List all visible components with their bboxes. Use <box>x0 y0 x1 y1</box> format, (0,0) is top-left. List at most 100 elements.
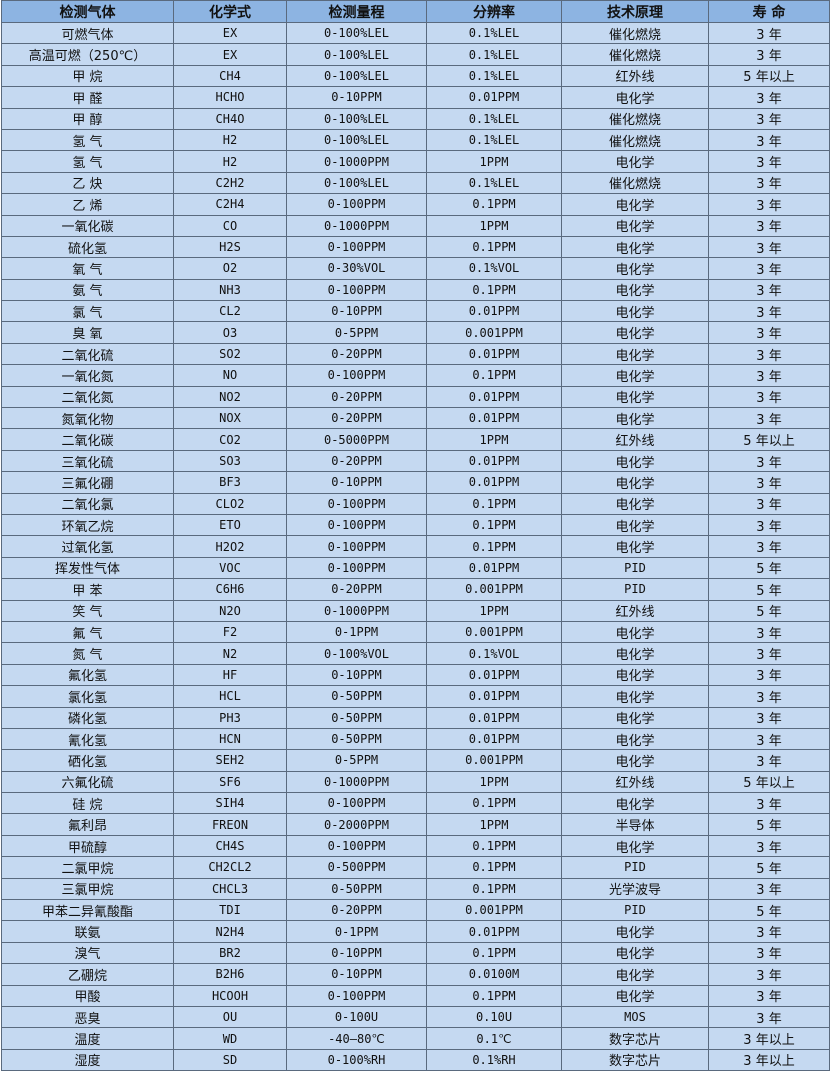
cell-formula: HCL <box>173 685 287 708</box>
cell-range: -40—80℃ <box>286 1027 427 1050</box>
cell-gas: 一氧化碳 <box>1 214 174 237</box>
table-row: 氧 气 O2 0-30%VOL 0.1%VOL 电化学 3 年 <box>1 257 830 280</box>
cell-range: 0-1PPM <box>286 920 427 943</box>
cell-gas: 氮氧化物 <box>1 407 174 430</box>
cell-formula: WD <box>173 1027 287 1050</box>
table-row: 乙 炔 C2H2 0-100%LEL 0.1%LEL 催化燃烧 3 年 <box>1 171 830 195</box>
cell-principle: 电化学 <box>561 449 709 473</box>
cell-principle: 数字芯片 <box>561 1027 709 1050</box>
cell-range: 0-1000PPM <box>286 150 427 173</box>
cell-principle: 电化学 <box>561 513 709 537</box>
cell-resolution: 0.1PPM <box>426 513 562 537</box>
cell-gas: 甲 烷 <box>1 64 174 88</box>
cell-gas: 氯化氢 <box>1 685 174 708</box>
cell-lifespan: 3 年 <box>708 535 830 558</box>
cell-gas: 二氧化碳 <box>1 428 174 451</box>
cell-formula: SO2 <box>173 342 287 366</box>
cell-range: 0-20PPM <box>286 407 427 430</box>
cell-resolution: 0.01PPM <box>426 685 562 708</box>
cell-lifespan: 3 年 <box>708 407 830 430</box>
cell-range: 0-2000PPM <box>286 813 427 836</box>
cell-gas: 磷化氢 <box>1 706 174 729</box>
cell-principle: 电化学 <box>561 963 709 986</box>
cell-lifespan: 3 年 <box>708 877 830 901</box>
cell-gas: 甲硫醇 <box>1 834 174 858</box>
table-row: 恶臭 OU 0-100U 0.10U MOS 3 年 <box>1 1005 830 1029</box>
cell-formula: HF <box>173 663 287 687</box>
cell-principle: 电化学 <box>561 492 709 515</box>
table-row: 氟 气 F2 0-1PPM 0.001PPM 电化学 3 年 <box>1 620 830 644</box>
cell-principle: 电化学 <box>561 300 709 323</box>
cell-formula: TDI <box>173 899 287 922</box>
cell-range: 0-10PPM <box>286 471 427 494</box>
cell-resolution: 0.1PPM <box>426 792 562 815</box>
cell-lifespan: 3 年 <box>708 128 830 152</box>
table-row: 氮 气 N2 0-100%VOL 0.1%VOL 电化学 3 年 <box>1 642 830 665</box>
cell-lifespan: 5 年 <box>708 856 830 879</box>
cell-range: 0-10PPM <box>286 300 427 323</box>
table-row: 氯 气 CL2 0-10PPM 0.01PPM 电化学 3 年 <box>1 300 830 323</box>
table-row: 湿度 SD 0-100%RH 0.1%RH 数字芯片 3 年以上 <box>1 1048 830 1072</box>
cell-range: 0-10PPM <box>286 941 427 965</box>
cell-formula: BR2 <box>173 941 287 965</box>
table-row: 溴气 BR2 0-10PPM 0.1PPM 电化学 3 年 <box>1 941 830 965</box>
cell-gas: 三氧化硫 <box>1 449 174 473</box>
cell-principle: 电化学 <box>561 792 709 815</box>
cell-resolution: 0.01PPM <box>426 471 562 494</box>
header-gas: 检测气体 <box>1 0 174 23</box>
table-row: 甲 醇 CH4O 0-100%LEL 0.1%LEL 催化燃烧 3 年 <box>1 107 830 130</box>
cell-gas: 氨 气 <box>1 278 174 302</box>
cell-range: 0-5000PPM <box>286 428 427 451</box>
cell-formula: EX <box>173 43 287 66</box>
cell-lifespan: 3 年 <box>708 43 830 66</box>
cell-formula: CO2 <box>173 428 287 451</box>
cell-range: 0-10PPM <box>286 963 427 986</box>
cell-lifespan: 3 年 <box>708 920 830 943</box>
cell-principle: 电化学 <box>561 150 709 173</box>
cell-range: 0-50PPM <box>286 706 427 729</box>
cell-principle: 电化学 <box>561 321 709 344</box>
cell-range: 0-1000PPM <box>286 599 427 622</box>
table-row: 甲 醛 HCHO 0-10PPM 0.01PPM 电化学 3 年 <box>1 86 830 109</box>
cell-principle: 红外线 <box>561 428 709 451</box>
cell-resolution: 0.1PPM <box>426 492 562 515</box>
cell-lifespan: 3 年 <box>708 364 830 387</box>
cell-lifespan: 3 年 <box>708 214 830 237</box>
cell-principle: 电化学 <box>561 278 709 302</box>
table-row: 可燃气体 EX 0-100%LEL 0.1%LEL 催化燃烧 3 年 <box>1 21 830 45</box>
cell-range: 0-20PPM <box>286 385 427 409</box>
cell-resolution: 1PPM <box>426 428 562 451</box>
cell-range: 0-100%LEL <box>286 128 427 152</box>
cell-range: 0-10PPM <box>286 86 427 109</box>
cell-gas: 环氧乙烷 <box>1 513 174 537</box>
cell-formula: H2 <box>173 150 287 173</box>
cell-resolution: 0.01PPM <box>426 706 562 729</box>
cell-resolution: 0.1%LEL <box>426 21 562 45</box>
cell-gas: 氟利昂 <box>1 813 174 836</box>
cell-lifespan: 3 年 <box>708 321 830 344</box>
cell-resolution: 1PPM <box>426 770 562 794</box>
cell-formula: SIH4 <box>173 792 287 815</box>
cell-gas: 湿度 <box>1 1048 174 1072</box>
cell-principle: 半导体 <box>561 813 709 836</box>
cell-formula: CL2 <box>173 300 287 323</box>
cell-resolution: 0.1%VOL <box>426 642 562 665</box>
table-row: 二氧化氮 NO2 0-20PPM 0.01PPM 电化学 3 年 <box>1 385 830 409</box>
cell-gas: 二氧化硫 <box>1 342 174 366</box>
cell-principle: 电化学 <box>561 257 709 280</box>
cell-resolution: 0.001PPM <box>426 321 562 344</box>
cell-lifespan: 3 年 <box>708 834 830 858</box>
cell-lifespan: 3 年 <box>708 663 830 687</box>
cell-gas: 臭 氧 <box>1 321 174 344</box>
cell-principle: 电化学 <box>561 235 709 259</box>
cell-resolution: 1PPM <box>426 599 562 622</box>
cell-principle: PID <box>561 578 709 601</box>
cell-resolution: 0.1PPM <box>426 193 562 216</box>
cell-lifespan: 3 年 <box>708 107 830 130</box>
cell-principle: 红外线 <box>561 64 709 88</box>
cell-resolution: 0.1PPM <box>426 834 562 858</box>
table-row: 氟利昂 FREON 0-2000PPM 1PPM 半导体 5 年 <box>1 813 830 836</box>
cell-gas: 二氧化氮 <box>1 385 174 409</box>
cell-lifespan: 3 年 <box>708 685 830 708</box>
cell-lifespan: 3 年 <box>708 706 830 729</box>
